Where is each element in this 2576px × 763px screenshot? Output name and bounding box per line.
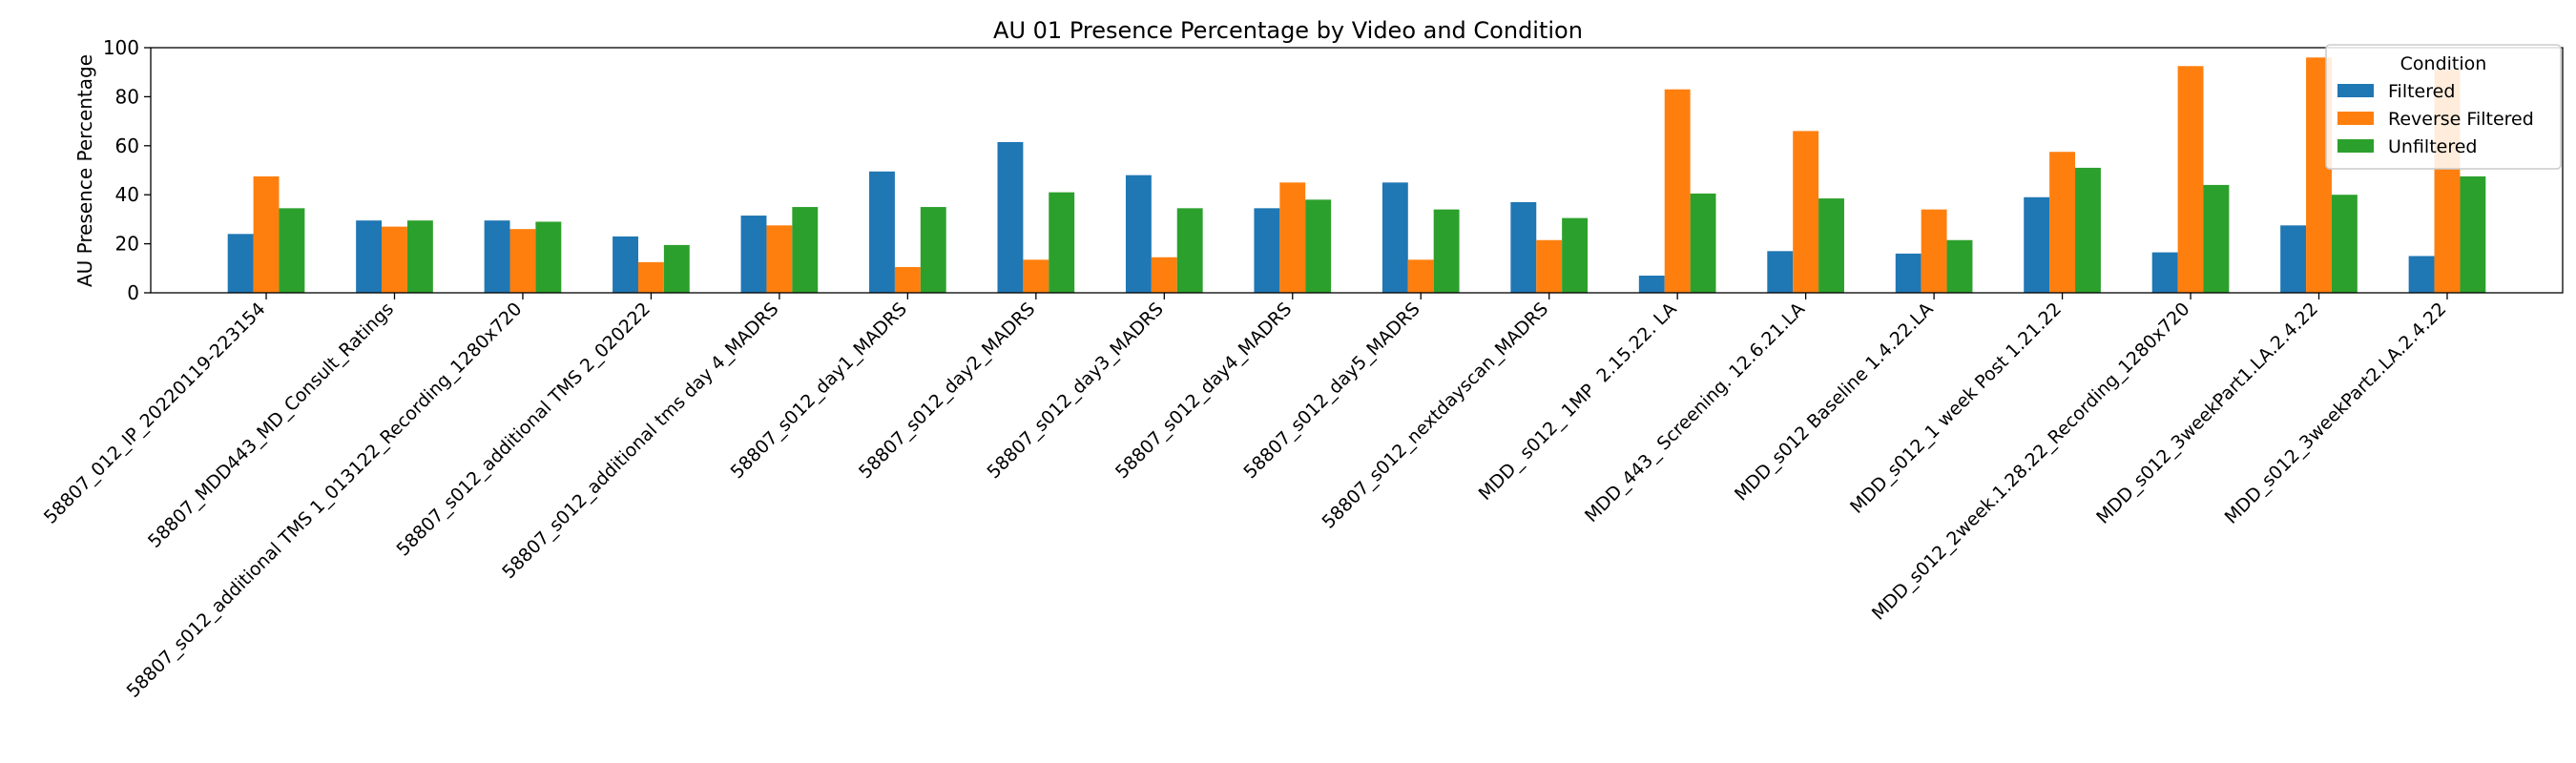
bar-reverse-filtered: [1407, 259, 1434, 293]
y-tick-label: 80: [115, 85, 139, 108]
bar-unfiltered: [1818, 198, 1844, 293]
bar-unfiltered: [2075, 167, 2101, 293]
bar-reverse-filtered: [1151, 257, 1177, 293]
bar-unfiltered: [920, 207, 946, 293]
y-tick-label: 100: [103, 36, 139, 59]
bar-reverse-filtered: [894, 267, 921, 293]
bar-filtered: [2024, 196, 2050, 293]
bar-unfiltered: [2203, 184, 2230, 293]
legend-swatch: [2337, 139, 2374, 153]
y-tick-label: 40: [115, 183, 139, 206]
bar-unfiltered: [1305, 199, 1332, 293]
bar-filtered: [1381, 182, 1408, 293]
y-tick-label: 60: [115, 134, 139, 157]
legend-swatch: [2337, 112, 2374, 125]
bar-filtered: [484, 220, 510, 293]
bar-reverse-filtered: [1536, 239, 1563, 293]
bar-reverse-filtered: [2049, 152, 2076, 293]
bar-unfiltered: [663, 244, 690, 293]
x-tick-label: 58807_s012_additional TMS 2_020222: [392, 299, 654, 561]
bar-reverse-filtered: [509, 229, 536, 293]
bar-unfiltered: [1433, 209, 1460, 293]
axes-frame: [150, 47, 2564, 294]
bar-unfiltered: [2331, 195, 2358, 293]
bar-filtered: [2408, 256, 2435, 293]
bar-reverse-filtered: [637, 261, 664, 293]
bar-unfiltered: [279, 208, 305, 293]
bar-unfiltered: [406, 220, 433, 293]
x-tick-label: MDD_443_ Screening. 12.6.21.LA: [1581, 299, 1809, 526]
legend-title: Condition: [2400, 53, 2487, 74]
plot-area: 0 20 40 60 80 100 58807_012_IP_20220119-223154…: [40, 36, 2564, 702]
y-tick-label: 20: [115, 233, 139, 256]
x-tick-label: 58807_MDD443_MD_Consult_Ratings: [144, 299, 398, 552]
y-tick-label: 0: [127, 281, 139, 304]
bar-filtered: [740, 216, 767, 293]
bar-filtered: [1510, 201, 1537, 293]
x-tick-label: MDD_s012_1 week Post 1.21.22: [1846, 299, 2066, 518]
bar-reverse-filtered: [1279, 182, 1306, 293]
legend-swatch: [2337, 84, 2374, 97]
bar-unfiltered: [1049, 192, 1075, 293]
bar-reverse-filtered: [766, 225, 793, 293]
legend-label: Filtered: [2388, 81, 2455, 102]
bar-reverse-filtered: [1921, 209, 1947, 293]
x-tick-label: 58807_s012_nextdayscan_MADRS: [1319, 299, 1553, 533]
bar-filtered: [2151, 252, 2178, 293]
bar-reverse-filtered: [1023, 259, 1049, 293]
bar-unfiltered: [1690, 193, 1716, 293]
legend-label: Unfiltered: [2388, 136, 2477, 157]
bar-filtered: [227, 234, 254, 293]
x-tick-label: MDD_s012_3weekPart2.LA.2.4.22: [2221, 299, 2451, 528]
bar-filtered: [1895, 253, 1922, 293]
bar-reverse-filtered: [1664, 89, 1691, 293]
legend-items: Filtered Reverse Filtered Unfiltered: [2337, 81, 2534, 157]
bar-filtered: [1125, 175, 1152, 293]
bar-filtered: [356, 220, 383, 293]
bar-unfiltered: [2460, 175, 2486, 293]
bar-reverse-filtered: [1793, 131, 1819, 293]
bar-unfiltered: [792, 207, 819, 293]
bar-filtered: [1767, 251, 1794, 293]
bar-unfiltered: [1176, 208, 1203, 293]
bar-filtered: [1254, 208, 1280, 293]
bar-unfiltered: [535, 221, 562, 293]
legend: Condition Filtered Reverse Filtered Unfilt…: [2325, 44, 2562, 170]
x-tick-label: MDD_s012 Baseline 1.4.22.LA: [1731, 299, 1938, 505]
x-tick-label: MDD_s012_3weekPart1.LA.2.4.22: [2092, 299, 2322, 528]
x-tick-label: 58807_s012_additional tms day 4_MADRS: [498, 299, 782, 583]
bar-filtered: [613, 236, 638, 293]
bar-reverse-filtered: [253, 175, 280, 293]
legend-label: Reverse Filtered: [2388, 109, 2534, 130]
bar-unfiltered: [1562, 217, 1589, 293]
bar-filtered: [1638, 276, 1665, 293]
bar-unfiltered: [1946, 239, 1973, 293]
bar-filtered: [997, 141, 1024, 293]
bar-filtered: [869, 171, 895, 293]
bar-reverse-filtered: [382, 226, 407, 293]
chart-title: AU 01 Presence Percentage by Video and C…: [993, 17, 1583, 44]
bar-reverse-filtered: [2177, 66, 2204, 294]
legend-box: [2325, 44, 2562, 170]
bar-filtered: [2280, 225, 2307, 293]
x-tick-label: 58807_012_IP_20220119-223154: [40, 299, 270, 528]
y-axis-label: AU Presence Percentage: [73, 54, 96, 287]
